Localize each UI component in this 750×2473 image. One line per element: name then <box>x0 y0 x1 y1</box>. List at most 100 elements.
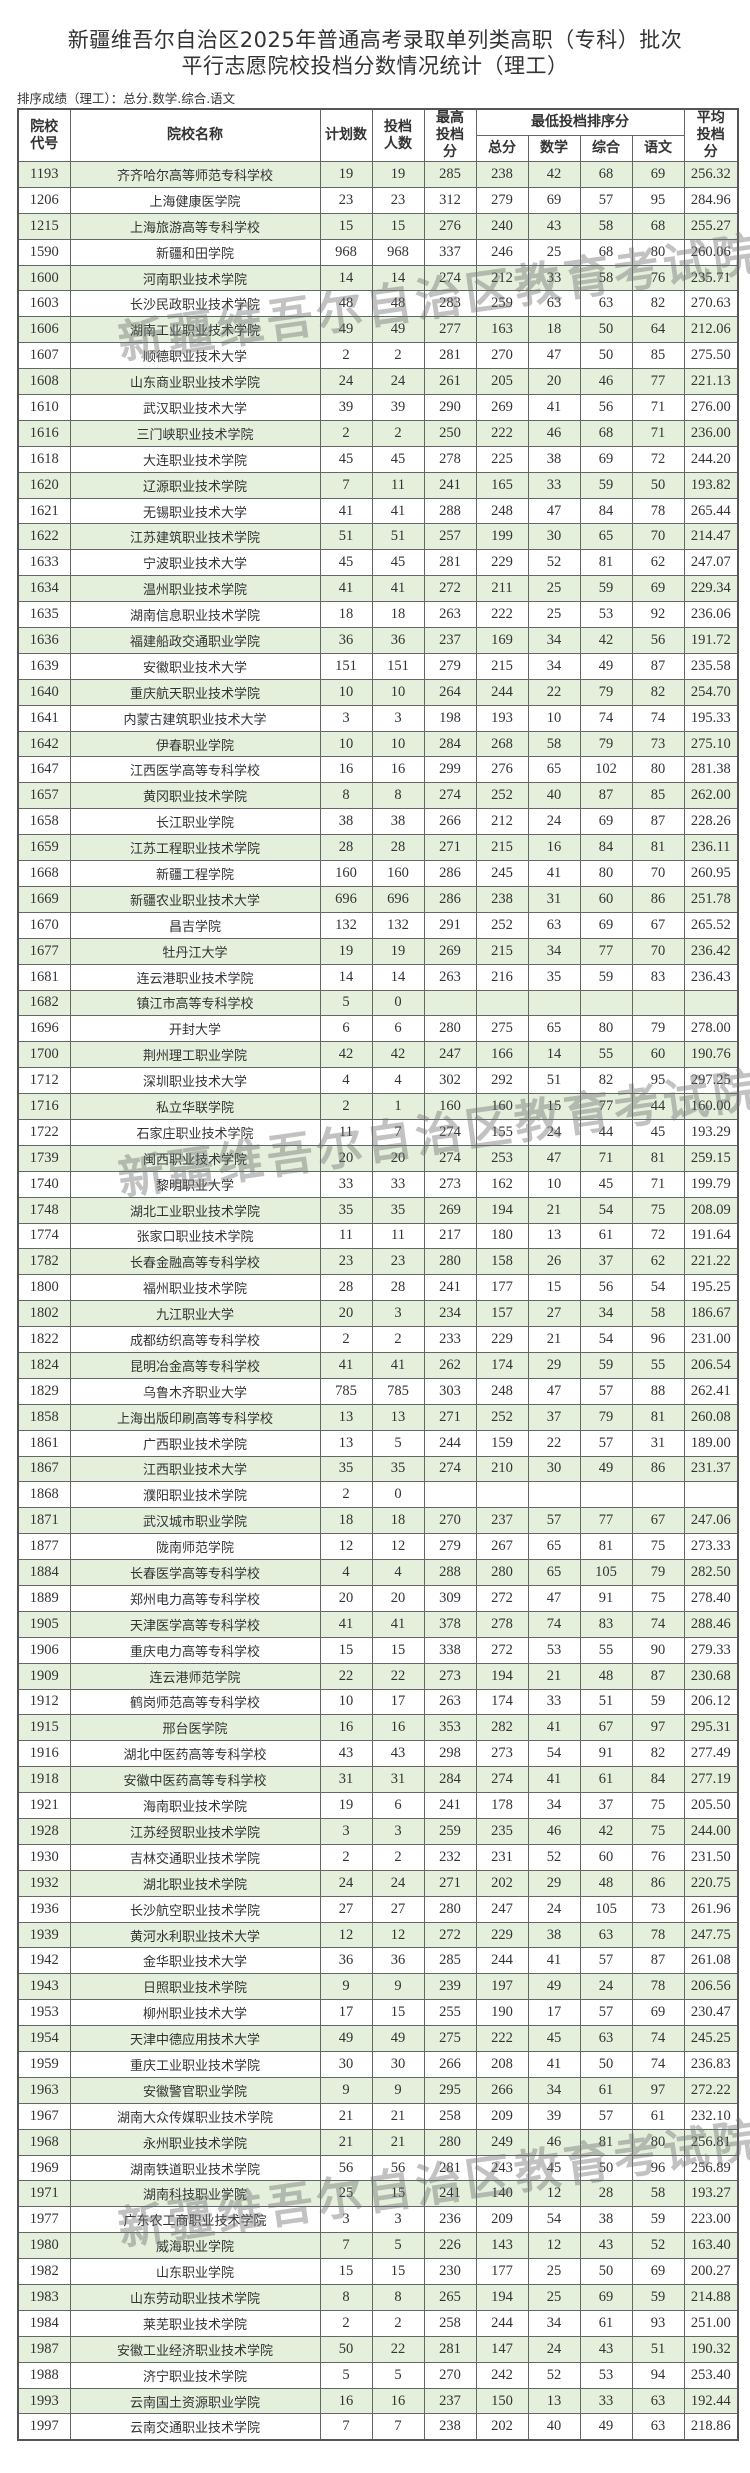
cell-min-math: 41 <box>527 1766 581 1794</box>
cell-avg-score: 230.68 <box>683 1662 739 1690</box>
cell-plan: 15 <box>319 2258 373 2286</box>
cell-min-chinese: 85 <box>631 342 685 370</box>
cell-min-chinese: 70 <box>631 937 685 965</box>
cell-code: 1868 <box>17 1481 71 1509</box>
cell-min-total: 222 <box>475 2025 529 2053</box>
table-row: 1635 湖南信息职业技术学院 18 18 263 222 25 53 92 236.06 <box>17 601 739 629</box>
cell-plan: 35 <box>319 1196 373 1224</box>
cell-school-name: 牡丹江大学 <box>69 937 321 965</box>
cell-avg-score: 160.00 <box>683 1093 739 1120</box>
table-row: 1982 山东职业学院 15 15 230 177 25 50 69 200.27 <box>17 2258 739 2286</box>
cell-school-name: 长春金融高等专科学校 <box>69 1248 321 1276</box>
cell-max-score: 270 <box>423 2361 477 2389</box>
cell-school-name: 重庆工业职业技术学院 <box>69 2051 321 2078</box>
table-row: 1867 江西职业技术大学 35 35 274 210 30 49 86 231.37 <box>17 1455 739 1483</box>
sort-criteria-note: 排序成绩（理工）：总分.数学.综合.语文 <box>17 91 236 106</box>
table-row: 1670 昌吉学院 132 132 291 252 63 69 67 265.52 <box>17 911 739 939</box>
cell-max-score: 280 <box>423 1248 477 1276</box>
cell-max-score: 237 <box>423 2387 477 2415</box>
cell-min-comprehensive: 83 <box>579 1610 633 1638</box>
cell-code: 1915 <box>17 1714 71 1742</box>
table-row: 1971 湖南科技职业学院 25 15 241 140 12 28 58 193.27 <box>17 2180 739 2208</box>
cell-min-chinese: 79 <box>631 1015 685 1043</box>
cell-min-total: 209 <box>475 2102 529 2130</box>
table-row: 1939 黄河水利职业技术大学 12 12 272 229 38 63 78 247.75 <box>17 1921 739 1949</box>
cell-min-comprehensive: 57 <box>579 2102 633 2130</box>
cell-avg-score: 247.07 <box>683 549 739 577</box>
cell-plan: 20 <box>319 1144 373 1172</box>
cell-avg-score <box>683 1481 739 1509</box>
cell-school-name: 昌吉学院 <box>69 911 321 939</box>
cell-code: 1800 <box>17 1274 71 1302</box>
cell-code: 1722 <box>17 1118 71 1146</box>
cell-admitted: 0 <box>371 1481 425 1509</box>
cell-admitted: 36 <box>371 627 425 654</box>
cell-min-comprehensive: 53 <box>579 601 633 629</box>
cell-admitted: 15 <box>371 2180 425 2208</box>
cell-min-comprehensive: 53 <box>579 2361 633 2389</box>
cell-min-total: 210 <box>475 1455 529 1483</box>
cell-code: 1600 <box>17 264 71 292</box>
cell-min-chinese: 63 <box>631 2387 685 2415</box>
cell-min-math: 41 <box>527 1714 581 1742</box>
cell-min-math: 33 <box>527 264 581 292</box>
cell-max-score: 233 <box>423 1326 477 1353</box>
cell-plan: 13 <box>319 1403 373 1431</box>
cell-min-comprehensive: 74 <box>579 704 633 732</box>
header-avg-score: 平均投档分 <box>683 108 739 162</box>
cell-admitted: 14 <box>371 963 425 991</box>
cell-plan: 7 <box>319 471 373 499</box>
header-comprehensive: 综合 <box>579 135 633 162</box>
cell-code: 1748 <box>17 1196 71 1224</box>
cell-admitted: 24 <box>371 368 425 396</box>
cell-school-name: 连云港师范学院 <box>69 1662 321 1690</box>
cell-school-name: 伊春职业学院 <box>69 730 321 758</box>
cell-admitted: 43 <box>371 1740 425 1768</box>
cell-admitted: 15 <box>371 1999 425 2027</box>
cell-max-score: 277 <box>423 316 477 344</box>
cell-min-total: 253 <box>475 1144 529 1172</box>
cell-max-score: 241 <box>423 1274 477 1302</box>
cell-min-math: 22 <box>527 678 581 706</box>
cell-plan: 51 <box>319 523 373 551</box>
cell-school-name: 宁波职业技术大学 <box>69 549 321 577</box>
cell-min-chinese: 73 <box>631 1895 685 1923</box>
cell-admitted: 151 <box>371 652 425 680</box>
table-row: 1969 湖南铁道职业技术学院 56 56 281 243 45 50 96 256.89 <box>17 2154 739 2182</box>
cell-min-math: 47 <box>527 497 581 525</box>
cell-min-chinese: 96 <box>631 2154 685 2182</box>
cell-min-total: 190 <box>475 1999 529 2027</box>
cell-min-total: 252 <box>475 911 529 939</box>
cell-school-name: 安徽警官职业学院 <box>69 2076 321 2104</box>
cell-plan: 11 <box>319 1118 373 1146</box>
table-row: 1681 连云港职业技术学院 14 14 263 216 35 59 83 236.43 <box>17 963 739 991</box>
cell-plan: 2 <box>319 1481 373 1509</box>
cell-plan: 5 <box>319 989 373 1017</box>
table-row: 1858 上海出版印刷高等专科学校 13 13 271 252 37 79 81 260.08 <box>17 1403 739 1431</box>
cell-min-total: 193 <box>475 704 529 732</box>
cell-min-comprehensive: 67 <box>579 1714 633 1742</box>
cell-max-score: 274 <box>423 782 477 810</box>
table-row: 1936 长沙航空职业技术学院 27 27 280 247 24 105 73 261.96 <box>17 1895 739 1923</box>
cell-plan: 3 <box>319 704 373 732</box>
cell-min-math: 21 <box>527 1662 581 1690</box>
cell-min-chinese: 87 <box>631 808 685 836</box>
cell-admitted: 19 <box>371 161 425 188</box>
cell-min-total: 215 <box>475 834 529 862</box>
cell-min-comprehensive: 28 <box>579 2180 633 2208</box>
cell-min-chinese: 75 <box>631 1584 685 1612</box>
cell-admitted: 5 <box>371 2232 425 2260</box>
cell-avg-score: 275.10 <box>683 730 739 758</box>
cell-avg-score: 221.22 <box>683 1248 739 1276</box>
cell-avg-score: 236.11 <box>683 834 739 862</box>
cell-min-math: 37 <box>527 1403 581 1431</box>
cell-code: 1889 <box>17 1584 71 1612</box>
cell-max-score: 309 <box>423 1584 477 1612</box>
cell-avg-score: 253.40 <box>683 2361 739 2389</box>
table-row: 1954 天津中德应用技术大学 49 49 275 222 45 63 74 245.25 <box>17 2025 739 2053</box>
cell-code: 1681 <box>17 963 71 991</box>
cell-min-comprehensive: 44 <box>579 1118 633 1146</box>
cell-min-math: 22 <box>527 1429 581 1457</box>
cell-avg-score: 256.81 <box>683 2128 739 2156</box>
cell-plan: 23 <box>319 1248 373 1276</box>
